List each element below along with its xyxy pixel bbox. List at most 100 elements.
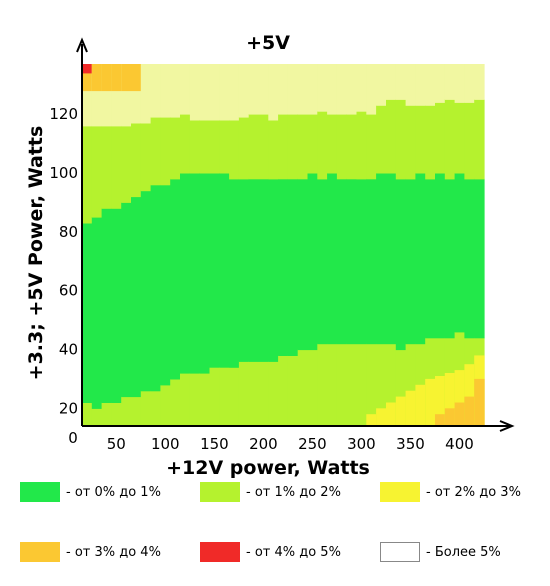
heatmap-cell-lime xyxy=(366,114,377,180)
heatmap-cell-green xyxy=(170,178,181,380)
heatmap-cell-green xyxy=(366,178,377,345)
heatmap-cell-lime xyxy=(405,343,416,427)
heatmap-cell-pale xyxy=(278,64,289,115)
axes xyxy=(76,37,515,432)
heatmap-cell-orange xyxy=(444,408,456,427)
heatmap-cell-pale xyxy=(121,64,132,127)
heatmap-cell-pale xyxy=(415,64,426,106)
legend-label: - от 4% до 5% xyxy=(246,544,341,560)
heatmap-cell-pale xyxy=(160,64,171,118)
y-tick-label: 60 xyxy=(59,282,78,300)
heatmap-cell-green xyxy=(376,172,387,345)
heatmap-cell-lime xyxy=(170,378,181,427)
heatmap-cell-green xyxy=(346,178,358,345)
heatmap-cell-yellow xyxy=(405,390,416,427)
heatmap-cell-pale xyxy=(189,64,201,121)
heatmap-cell-lime xyxy=(82,402,93,427)
heatmap-cell-lime xyxy=(199,119,211,174)
heatmap-cells xyxy=(82,64,485,427)
heatmap-cell-lime xyxy=(121,396,132,427)
heatmap-cell-orange xyxy=(464,396,475,427)
legend-swatch xyxy=(200,542,240,562)
y-tick-label: 100 xyxy=(49,164,78,182)
heatmap-cell-lime xyxy=(189,373,201,427)
ticks: 50 100 150 200 250 300 350 400 20 40 60 80 100 120 xyxy=(49,105,473,453)
x-tick-label: 50 xyxy=(107,435,126,453)
heatmap-cell-green xyxy=(111,208,122,403)
legend-label: - Более 5% xyxy=(426,544,501,560)
heatmap-cell-pale xyxy=(140,64,152,124)
legend-item: - от 0% до 1% xyxy=(20,481,161,503)
y-tick-label: 80 xyxy=(59,223,78,241)
heatmap-cell-pale xyxy=(131,64,142,124)
y-axis-arrow xyxy=(76,37,88,53)
heatmap-cell-lime xyxy=(101,402,112,427)
heatmap-cell-lime xyxy=(327,114,338,174)
heatmap-cell-green xyxy=(248,178,260,362)
heatmap-cell-green xyxy=(444,178,456,339)
heatmap-cell-lime xyxy=(248,114,260,180)
heatmap-cell-pale xyxy=(464,64,475,103)
legend-item: - от 4% до 5% xyxy=(200,541,341,563)
heatmap-cell-lime xyxy=(386,343,397,427)
heatmap-cell-orange xyxy=(131,64,142,92)
heatmap-cell-yellow xyxy=(425,378,436,427)
heatmap-cell-lime xyxy=(346,343,358,427)
chart-title: +5V xyxy=(246,32,290,54)
heatmap-cell-green xyxy=(150,184,161,392)
x-tick-label: 200 xyxy=(249,435,278,453)
heatmap-cell-green xyxy=(297,178,309,351)
heatmap-cell-green xyxy=(131,196,142,398)
heatmap-cell-green xyxy=(189,172,201,374)
legend-swatch xyxy=(200,482,240,502)
heatmap-cell-lime xyxy=(111,125,122,209)
heatmap-cell-yellow xyxy=(386,402,397,427)
heatmap-cell-green xyxy=(160,184,171,386)
y-axis-label: +3.3; +5V Power, Watts xyxy=(25,126,47,381)
heatmap-cell-pale xyxy=(229,64,240,121)
heatmap-cell-pale xyxy=(395,64,407,100)
heatmap-cell-pale xyxy=(287,64,299,115)
x-tick-label: 400 xyxy=(445,435,474,453)
legend-swatch xyxy=(380,482,420,502)
heatmap-cell-lime xyxy=(150,390,161,427)
heatmap-cell-lime xyxy=(199,373,211,427)
heatmap-cell-lime xyxy=(238,361,250,427)
heatmap-cell-green xyxy=(82,222,93,403)
heatmap-cell-green xyxy=(356,178,367,345)
heatmap-cell-pale xyxy=(376,64,387,106)
heatmap-cell-lime xyxy=(229,367,240,427)
heatmap-cell-orange xyxy=(454,402,465,427)
heatmap-cell-lime xyxy=(229,119,240,180)
heatmap-cell-green xyxy=(307,172,318,351)
heatmap-cell-lime xyxy=(278,355,289,427)
heatmap-cell-lime xyxy=(307,349,318,427)
heatmap-cell-pale xyxy=(180,64,191,115)
heatmap-cell-lime xyxy=(268,119,279,180)
heatmap-cell-green xyxy=(121,202,132,398)
heatmap-cell-green xyxy=(180,172,191,374)
heatmap-cell-lime xyxy=(336,114,348,180)
heatmap-cell-green xyxy=(415,172,426,345)
heatmap-cell-lime xyxy=(258,114,269,180)
heatmap-cell-lime xyxy=(160,117,171,186)
heatmap-cell-green xyxy=(386,172,397,345)
heatmap-cell-green xyxy=(454,172,465,333)
heatmap-cell-orange xyxy=(435,414,446,427)
heatmap-cell-lime xyxy=(131,396,142,427)
heatmap-cell-lime xyxy=(336,343,348,427)
heatmap-cell-lime xyxy=(150,117,161,186)
heatmap-cell-orange xyxy=(474,378,485,427)
x-tick-label: 300 xyxy=(347,435,376,453)
heatmap-cell-pale xyxy=(268,64,279,121)
heatmap-cell-pale xyxy=(346,64,358,115)
heatmap-cell-lime xyxy=(317,343,328,427)
heatmap-cell-pale xyxy=(111,64,122,127)
heatmap-cell-green xyxy=(405,178,416,345)
heatmap-cell-lime xyxy=(111,402,122,427)
heatmap-cell-pale xyxy=(425,64,436,106)
heatmap-cell-orange xyxy=(91,64,103,92)
heatmap-cell-green xyxy=(268,178,279,362)
heatmap-cell-lime xyxy=(317,111,328,180)
